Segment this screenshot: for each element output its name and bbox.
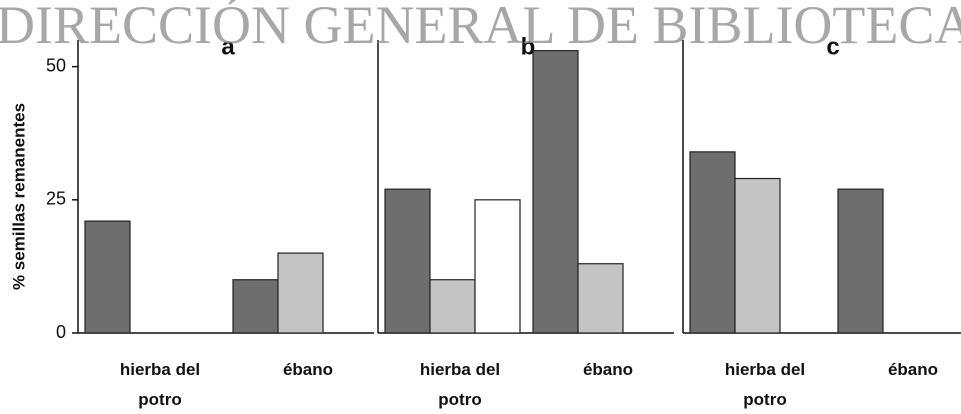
x-tick-label: ébano <box>582 360 634 379</box>
y-tick-label: 0 <box>56 322 66 342</box>
bar <box>232 279 279 334</box>
bar <box>429 279 476 334</box>
x-tick-label: hierba del potro <box>724 360 806 409</box>
panel-title: c <box>826 33 839 60</box>
bar <box>577 263 624 334</box>
panel-title: b <box>521 33 536 60</box>
bar <box>277 252 324 334</box>
y-tick-label: 25 <box>46 189 66 209</box>
x-tick-label: ébano <box>282 360 334 379</box>
watermark: DIRECCIÓN GENERAL DE BIBLIOTECAS <box>0 0 961 55</box>
y-tick-label: 50 <box>46 55 66 75</box>
bar <box>84 220 131 334</box>
bar <box>734 177 781 334</box>
bar <box>474 199 521 334</box>
bar <box>689 151 736 334</box>
x-tick-label: hierba del potro <box>419 360 501 409</box>
bar <box>532 50 579 334</box>
x-tick-label: hierba del potro <box>119 360 201 409</box>
x-tick-label: ébano <box>887 360 939 379</box>
bar <box>384 188 431 334</box>
panel-title: a <box>221 33 235 60</box>
y-axis-label: % semillas remanentes <box>9 103 28 290</box>
bar <box>837 188 884 334</box>
